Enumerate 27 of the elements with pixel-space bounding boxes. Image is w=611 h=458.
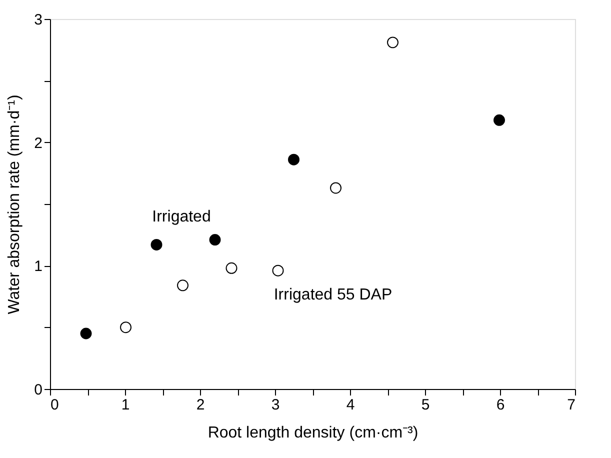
point xyxy=(80,328,92,340)
x-tick-label: 6 xyxy=(496,396,505,414)
point xyxy=(494,114,505,126)
point xyxy=(177,280,188,292)
series-label: Irrigated xyxy=(152,208,211,226)
point xyxy=(120,322,132,334)
y-tick-label: 3 xyxy=(34,12,42,28)
y-tick-label: 0 xyxy=(34,382,42,398)
point xyxy=(150,238,162,250)
x-tick-label: 4 xyxy=(346,396,355,414)
y-axis-title: Water absorption rate (mm·d⁻¹) xyxy=(6,94,24,314)
point xyxy=(226,262,238,274)
x-tick-label: 5 xyxy=(421,396,430,414)
x-tick-label: 7 xyxy=(567,396,576,414)
point xyxy=(387,36,398,48)
point xyxy=(272,264,284,276)
series-label: Irrigated 55 DAP xyxy=(274,286,392,304)
point xyxy=(209,234,221,246)
x-tick-label: 3 xyxy=(271,396,280,414)
x-tick-label: 1 xyxy=(121,396,130,414)
x-axis-title: Root length density (cm·cm⁻³) xyxy=(208,424,418,442)
point xyxy=(330,182,342,194)
y-tick-label: 1 xyxy=(34,258,42,276)
y-tick-label: 2 xyxy=(34,134,42,152)
x-tick-label: 2 xyxy=(196,396,205,414)
point xyxy=(288,154,300,166)
x-tick-label: 0 xyxy=(50,396,59,414)
